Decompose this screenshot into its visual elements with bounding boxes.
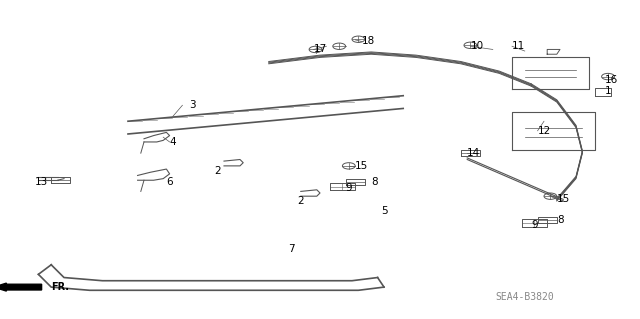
Text: SEA4-B3820: SEA4-B3820 [495, 292, 554, 302]
Text: 9: 9 [531, 220, 538, 230]
Text: 9: 9 [346, 183, 352, 193]
Text: 12: 12 [538, 126, 551, 136]
Text: 11: 11 [512, 41, 525, 51]
Text: 15: 15 [355, 161, 369, 171]
Text: 8: 8 [371, 177, 378, 187]
Text: 7: 7 [288, 244, 294, 254]
Text: 15: 15 [557, 194, 570, 204]
Text: 4: 4 [170, 137, 176, 147]
Text: 8: 8 [557, 215, 563, 225]
FancyArrow shape [0, 283, 42, 291]
Text: 14: 14 [467, 148, 481, 158]
Text: 16: 16 [605, 75, 618, 85]
Text: 2: 2 [298, 196, 304, 206]
Text: 6: 6 [166, 177, 173, 187]
Text: 10: 10 [470, 41, 484, 51]
Text: 13: 13 [35, 177, 49, 187]
Text: FR.: FR. [51, 282, 69, 292]
Text: 18: 18 [362, 36, 375, 47]
Text: 17: 17 [314, 44, 327, 55]
Text: 1: 1 [605, 86, 611, 96]
Text: 2: 2 [214, 166, 221, 176]
Text: 5: 5 [381, 205, 387, 216]
Text: 3: 3 [189, 100, 195, 110]
